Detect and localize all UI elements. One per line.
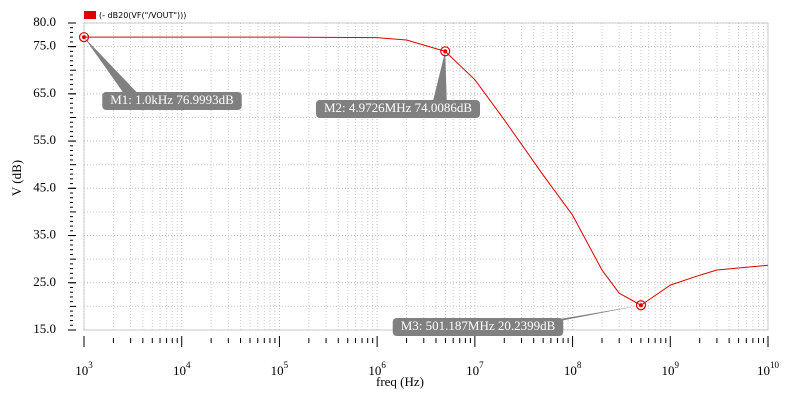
- x-tick-base: 10: [368, 363, 381, 378]
- marker-dot: [443, 49, 448, 54]
- x-tick-base: 10: [466, 363, 479, 378]
- x-tick-exponent: 6: [381, 360, 386, 370]
- x-tick-exponent: 10: [770, 360, 780, 370]
- y-tick-label: 35.0: [33, 227, 56, 242]
- x-tick-exponent: 5: [284, 360, 289, 370]
- y-tick-label: 45.0: [33, 179, 56, 194]
- marker-dot: [82, 35, 86, 40]
- x-tick-base: 10: [173, 363, 186, 378]
- x-tick-label: 109: [662, 360, 680, 378]
- x-tick-label: 108: [564, 360, 582, 378]
- x-tick-exponent: 3: [88, 360, 93, 370]
- y-tick-label: 65.0: [33, 85, 56, 100]
- legend-label: (- dB20(VF("/VOUT"))): [99, 11, 186, 20]
- x-tick-base: 10: [757, 363, 770, 378]
- x-tick-base: 10: [271, 363, 284, 378]
- marker-callout: [431, 51, 448, 109]
- x-tick-exponent: 9: [675, 360, 680, 370]
- x-tick-label: 106: [368, 360, 386, 378]
- marker-ring: [440, 46, 451, 57]
- marker-callout: [84, 37, 146, 101]
- y-axis-label: V (dB): [9, 160, 24, 196]
- x-tick-label: 1010: [757, 360, 780, 378]
- marker-box: [102, 92, 242, 110]
- x-tick-label: 105: [271, 360, 289, 378]
- y-tick-label: 75.0: [33, 38, 56, 53]
- legend-swatch: [84, 11, 96, 19]
- x-tick-label: 103: [75, 360, 93, 378]
- series-line: [84, 36, 769, 306]
- x-axis-label: freq (Hz): [376, 374, 424, 389]
- marker-box: [315, 100, 481, 118]
- marker-label: M1: 1.0kHz 76.9993dB: [110, 92, 234, 107]
- x-tick-exponent: 8: [577, 360, 582, 370]
- marker-ring: [78, 32, 90, 43]
- x-tick-exponent: 4: [186, 360, 191, 370]
- x-tick-base: 10: [662, 363, 675, 378]
- marker-ring: [635, 300, 647, 311]
- y-tick-label: 15.0: [33, 321, 56, 336]
- x-tick-base: 10: [75, 363, 88, 378]
- marker-box: [392, 318, 564, 336]
- marker-label: M3: 501.187MHz 20.2399dB: [401, 318, 556, 333]
- x-tick-exponent: 7: [479, 360, 484, 370]
- y-tick-label: 80.0: [33, 14, 56, 29]
- marker-label: M2: 4.9726MHz 74.0086dB: [324, 100, 472, 115]
- y-tick-label: 25.0: [33, 274, 56, 289]
- y-tick-label: 55.0: [33, 132, 56, 147]
- x-tick-base: 10: [564, 363, 577, 378]
- marker-dot: [638, 303, 643, 308]
- x-tick-label: 107: [466, 360, 484, 378]
- x-tick-label: 104: [173, 360, 191, 378]
